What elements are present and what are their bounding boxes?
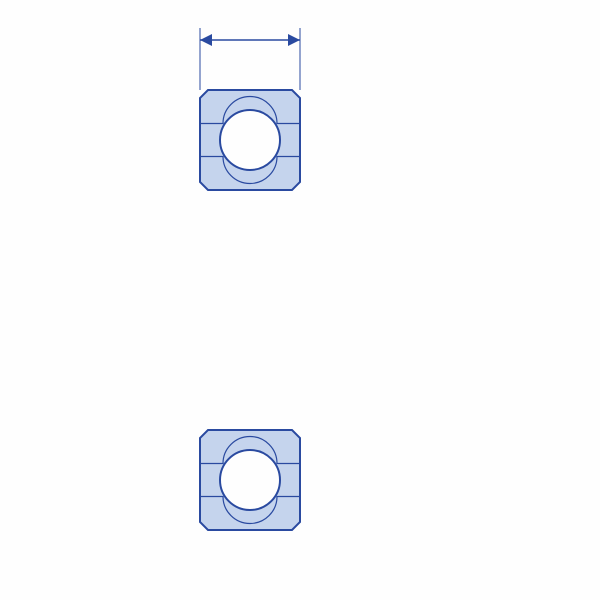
bearing-diagram: [0, 0, 600, 600]
bearing-ball: [220, 450, 280, 510]
bearing-ball: [220, 110, 280, 170]
